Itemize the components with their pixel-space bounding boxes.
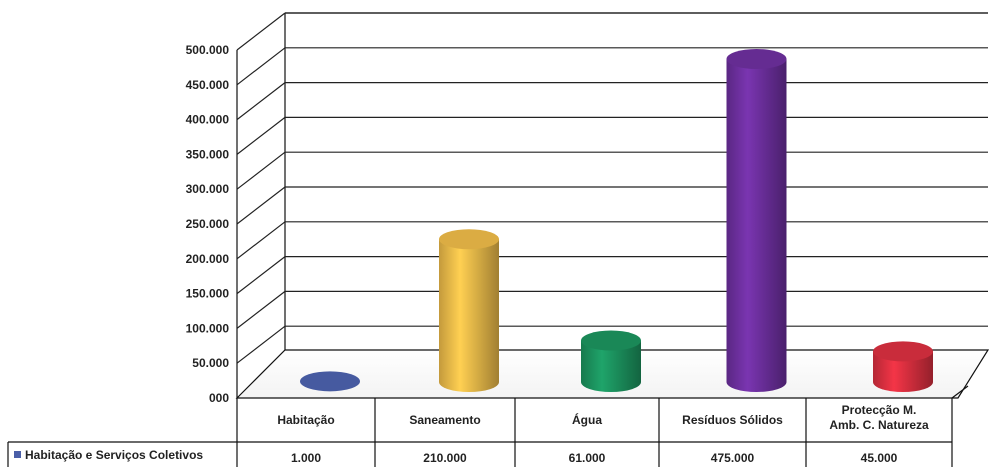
x-category-label: Amb. C. Natureza [829, 418, 929, 432]
bar-top [300, 371, 360, 392]
gridline-diagonal [236, 221, 286, 260]
bar-body [439, 239, 499, 392]
data-table-value: 475.000 [711, 451, 755, 465]
gridline-diagonal [236, 256, 286, 295]
bar-4 [726, 49, 787, 392]
data-table-value: 61.000 [569, 451, 606, 465]
bar-body [581, 340, 641, 392]
gridline-diagonal [236, 82, 286, 121]
gridline-diagonal [236, 151, 286, 190]
bar-top [873, 341, 933, 362]
x-category-label: Água [572, 412, 602, 427]
x-category-label: Saneamento [409, 413, 480, 427]
bar-top [439, 229, 499, 250]
y-tick-label: 350.000 [186, 147, 230, 161]
gridline-diagonal [236, 116, 286, 155]
data-table-value: 1.000 [291, 451, 321, 465]
gridlines [236, 12, 988, 364]
x-category-label: Habitação [277, 413, 334, 427]
y-tick-label: 500.000 [186, 43, 230, 57]
y-tick-label: 000 [209, 391, 229, 405]
y-tick-label: 200.000 [186, 252, 230, 266]
y-tick-label: 300.000 [186, 182, 230, 196]
bars [300, 49, 933, 392]
bar-top [726, 49, 787, 69]
data-table-value: 45.000 [861, 451, 898, 465]
y-axis-tick-labels: 000 50.000 100.000 150.000 200.000 250.000 300… [186, 43, 230, 405]
y-tick-label: 400.000 [186, 113, 230, 127]
gridline-diagonal [236, 290, 286, 329]
bar-5 [873, 341, 933, 392]
bar-body [873, 351, 933, 392]
bar-2 [439, 229, 499, 392]
y-tick-label: 150.000 [186, 287, 230, 301]
data-table: Habitação Saneamento Água Resíduos Sólidos P… [7, 385, 969, 467]
y-tick-label: 100.000 [186, 321, 230, 335]
y-tick-label: 250.000 [186, 217, 230, 231]
x-category-label: Resíduos Sólidos [682, 413, 783, 427]
bar-top [581, 330, 641, 351]
bar-1 [300, 371, 360, 392]
gridline-diagonal [236, 12, 286, 51]
y-tick-label: 50.000 [192, 356, 229, 370]
legend-marker [14, 451, 21, 458]
gridline-diagonal [236, 186, 286, 225]
gridline-diagonal [236, 325, 286, 364]
legend-entry: Habitação e Serviços Coletivos [25, 448, 203, 462]
bar-3 [581, 330, 641, 392]
data-table-value: 210.000 [423, 451, 467, 465]
x-category-label: Protecção M. [842, 403, 917, 417]
bar-body [726, 59, 787, 392]
gridline-diagonal [236, 47, 286, 86]
y-tick-label: 450.000 [186, 78, 230, 92]
